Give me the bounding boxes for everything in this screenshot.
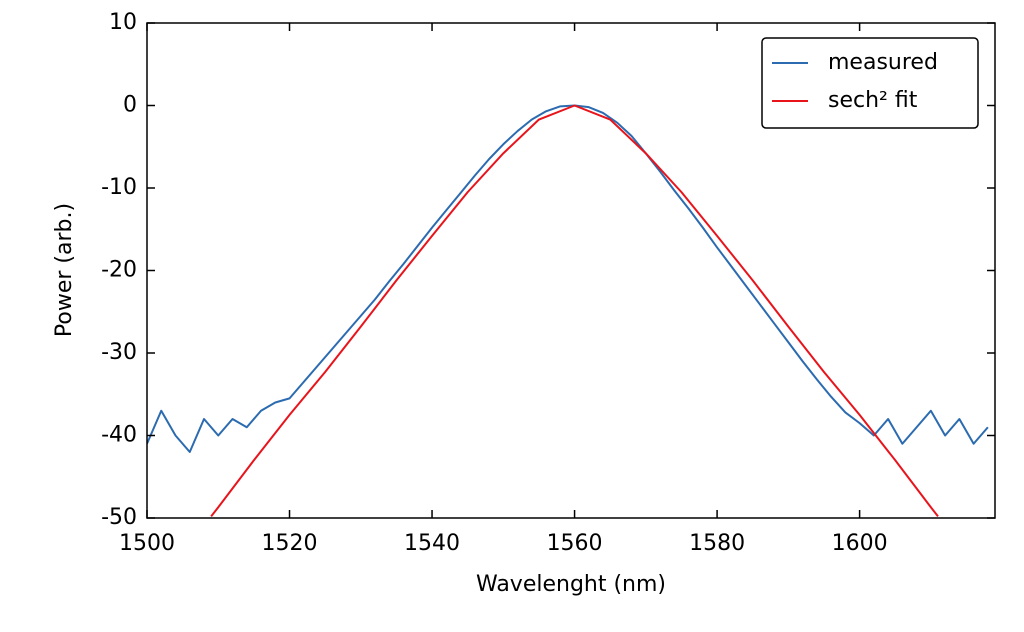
x-tick-label: 1560: [547, 531, 603, 556]
series-line: [147, 104, 989, 453]
x-tick-label: 1580: [689, 531, 745, 556]
y-axis-label: Power (arb.): [52, 203, 77, 337]
x-tick-label: 1520: [262, 531, 318, 556]
y-tick-label: -20: [101, 258, 137, 283]
y-tick-label: -30: [101, 340, 137, 365]
y-tick-label: -10: [101, 175, 137, 200]
legend-label: measured: [828, 50, 938, 75]
x-tick-label: 1500: [119, 531, 175, 556]
x-tick-label: 1600: [832, 531, 888, 556]
x-axis-label: Wavelenght (nm): [476, 572, 666, 597]
legend-label: sech² fit: [828, 88, 918, 113]
y-tick-label: 0: [123, 93, 137, 118]
y-tick-label: -40: [101, 423, 137, 448]
plot-area: [147, 104, 989, 517]
y-tick-label: -50: [101, 505, 137, 530]
y-tick-label: 10: [109, 10, 137, 35]
legend-box: [761, 37, 979, 129]
series-line: [210, 104, 939, 517]
x-tick-label: 1540: [404, 531, 460, 556]
